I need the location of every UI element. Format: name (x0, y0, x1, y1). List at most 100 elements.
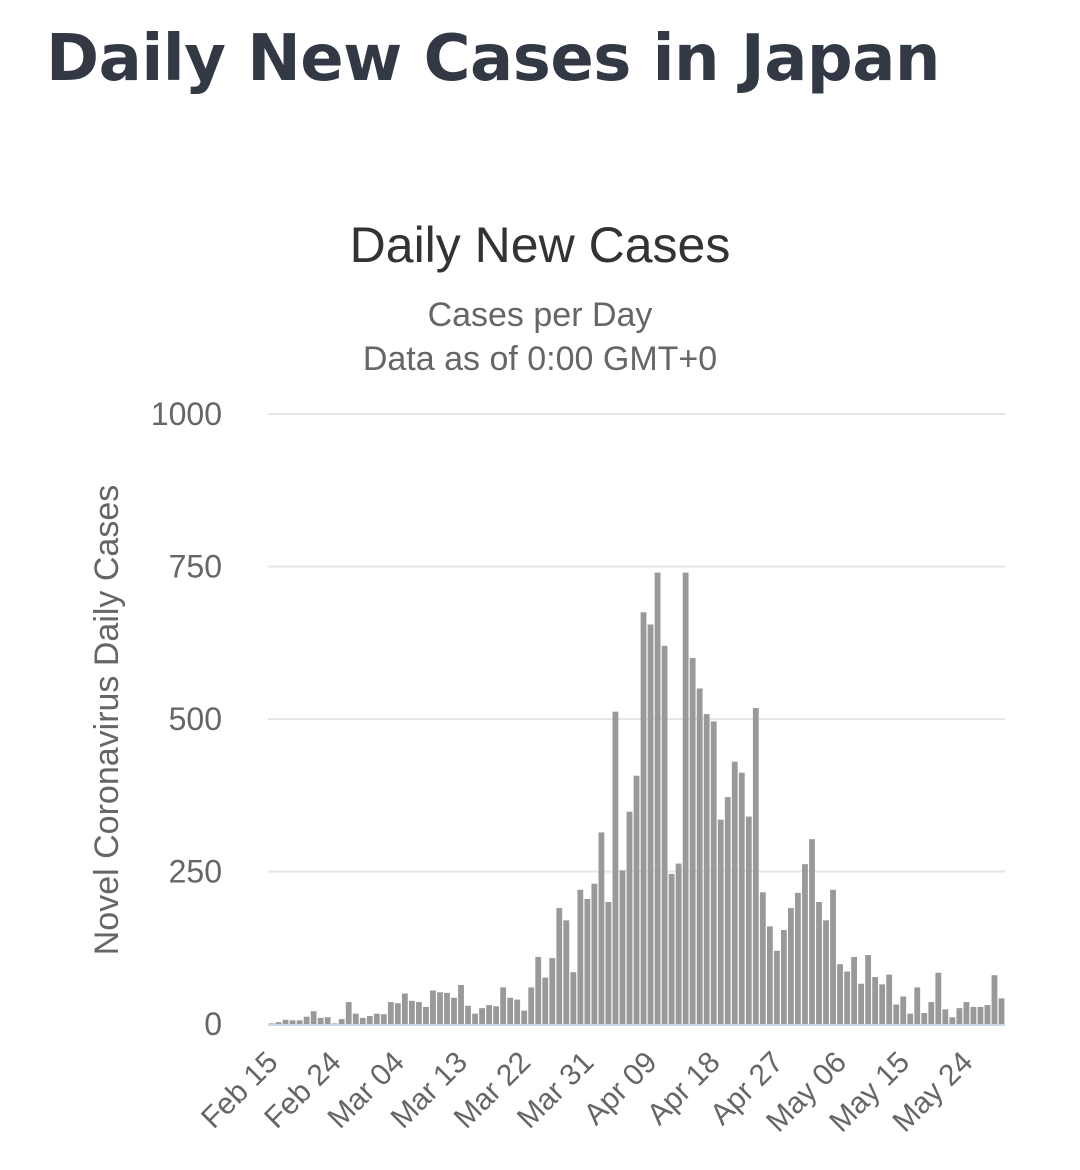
y-tick-label: 750 (169, 549, 222, 585)
bar (745, 816, 752, 1024)
bar (907, 1013, 914, 1024)
bar (823, 920, 829, 1024)
bar (591, 883, 598, 1024)
bar (661, 645, 668, 1024)
bar (507, 997, 514, 1024)
bar (535, 956, 542, 1024)
bar (696, 688, 703, 1024)
bar (928, 1002, 935, 1024)
bar (577, 889, 584, 1024)
y-tick-label: 250 (169, 854, 222, 890)
bar (963, 1002, 970, 1024)
bar (851, 956, 857, 1024)
bar (275, 1022, 282, 1024)
chart-subtitle-line-2: Data as of 0:00 GMT+0 (363, 340, 717, 378)
bar (893, 1004, 900, 1024)
bar (921, 1013, 928, 1024)
bar (647, 624, 654, 1024)
bar (816, 902, 822, 1024)
bar (331, 1023, 338, 1024)
bar (788, 908, 794, 1024)
bar (731, 761, 738, 1024)
bar (401, 993, 408, 1024)
y-tick-label: 1000 (151, 396, 222, 432)
bar (802, 864, 808, 1024)
y-tick-label: 0 (204, 1006, 222, 1042)
y-axis-label: Novel Coronavirus Daily Cases (88, 485, 126, 956)
bar (472, 1013, 478, 1024)
bar (640, 612, 647, 1024)
bar (373, 1013, 380, 1024)
bar (837, 964, 843, 1024)
bar (549, 958, 556, 1024)
bar (289, 1020, 296, 1024)
bar (872, 977, 879, 1024)
bar (766, 926, 773, 1024)
bar (394, 1003, 401, 1024)
chart-title: Daily New Cases (350, 217, 731, 273)
bar (430, 990, 436, 1024)
bar (451, 997, 457, 1024)
bar (626, 811, 633, 1024)
bar (935, 972, 942, 1024)
bar (486, 1005, 493, 1024)
bar (437, 992, 443, 1024)
bar (809, 839, 815, 1024)
bar (858, 983, 865, 1024)
bar (844, 971, 850, 1024)
bar (886, 974, 893, 1024)
bar (633, 775, 640, 1024)
bar (528, 987, 535, 1024)
bar (956, 1008, 963, 1024)
bar (345, 1002, 352, 1024)
bar (380, 1014, 387, 1024)
bar (970, 1006, 977, 1024)
bar (879, 984, 886, 1024)
bar (949, 1017, 956, 1024)
bar-series (268, 572, 1005, 1024)
bar (352, 1013, 359, 1024)
bar (268, 1023, 275, 1024)
bar (479, 1008, 485, 1024)
bar (710, 721, 717, 1024)
bar (423, 1006, 429, 1024)
page-heading: Daily New Cases in Japan (46, 22, 940, 96)
bar (570, 972, 577, 1024)
bar (759, 892, 766, 1024)
bar (444, 992, 450, 1024)
bar (310, 1011, 317, 1024)
bar (598, 832, 605, 1024)
bar (584, 898, 591, 1024)
bar (914, 987, 921, 1024)
bar (612, 711, 619, 1024)
bar (500, 987, 507, 1024)
bar (654, 572, 661, 1024)
bar (493, 1006, 500, 1024)
bar (563, 920, 570, 1024)
bar (724, 797, 731, 1024)
bar (416, 1002, 422, 1024)
bar (317, 1017, 324, 1024)
bar (387, 1002, 394, 1024)
bar (366, 1016, 373, 1024)
bar (984, 1005, 991, 1024)
bar (675, 863, 682, 1024)
bar (359, 1017, 366, 1024)
bar (773, 950, 780, 1024)
bar (830, 889, 836, 1024)
bar (900, 996, 907, 1024)
bar (689, 658, 696, 1024)
bar (542, 977, 549, 1024)
bar (605, 902, 612, 1024)
chart-subtitle-line-1: Cases per Day (428, 296, 653, 334)
bar (682, 572, 689, 1024)
bar (521, 1010, 528, 1024)
bar (738, 772, 745, 1024)
bar (668, 873, 675, 1024)
bar (865, 955, 872, 1024)
bar (458, 984, 464, 1024)
bar (408, 1000, 415, 1024)
bar (619, 870, 626, 1024)
y-tick-label: 500 (169, 701, 222, 737)
